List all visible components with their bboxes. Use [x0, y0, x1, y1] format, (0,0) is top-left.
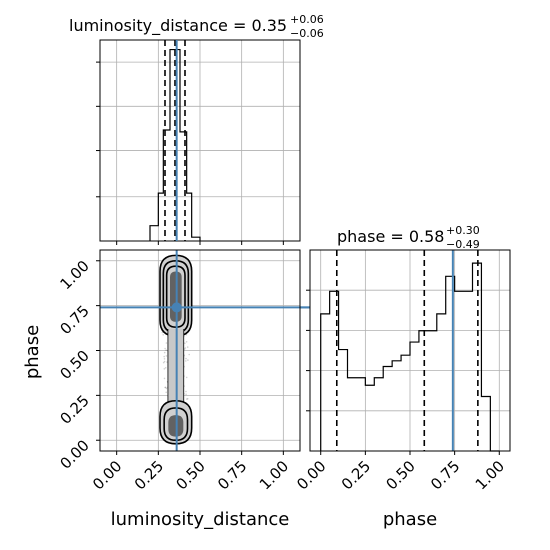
scatter-point [165, 342, 168, 344]
scatter-point [163, 377, 166, 380]
tick-labels: 0.00 0.25 0.50 0.75 1.00 0.00 0.25 0.50 0.75 1.00… [56, 257, 508, 494]
histogram-step [149, 48, 201, 241]
scatter-point [163, 360, 166, 363]
y-tick-label: 1.00 [56, 257, 92, 293]
scatter-point [162, 334, 164, 336]
x-tick-label: 0.75 [427, 457, 463, 493]
scatter-point [185, 341, 188, 343]
phase-title-lower: −0.49 [446, 238, 480, 251]
scatter-point [187, 359, 189, 361]
scatter-point [185, 393, 187, 396]
scatter-point [163, 368, 166, 370]
contour-line [163, 407, 189, 442]
phase-title-main: phase = 0.58 [337, 227, 444, 246]
x-tick-label: 1.00 [472, 457, 508, 493]
y-tick-label: 0.50 [56, 347, 92, 383]
scatter-point [165, 387, 168, 390]
contour-line [159, 399, 193, 445]
x-tick-label: 0.50 [172, 457, 208, 493]
scatter-point [186, 346, 189, 348]
x-tick-label: 0.25 [338, 457, 374, 493]
x-tick-label: 0.25 [131, 457, 167, 493]
ld-title-upper: +0.06 [290, 13, 324, 26]
scatter-point [165, 355, 168, 357]
scatter-point [162, 361, 165, 364]
phase-histogram-panel [306, 249, 511, 455]
ld-title-lower: −0.06 [290, 27, 324, 40]
scatter-point [166, 361, 168, 363]
scatter-point [188, 353, 190, 356]
scatter-point [186, 397, 189, 400]
x-axis-label-left: luminosity_distance [111, 509, 290, 530]
y-tick-label: 0.25 [56, 391, 92, 427]
x-tick-label: 0.75 [214, 457, 250, 493]
y-tick-label: 0.75 [56, 302, 92, 338]
ld-title-main: luminosity_distance = 0.35 [69, 16, 287, 36]
phase-title-upper: +0.30 [446, 224, 480, 237]
scatter-point [163, 358, 166, 360]
contour-line [165, 265, 186, 328]
x-tick-label: 1.00 [256, 457, 292, 493]
scatter-point [165, 391, 167, 394]
scatter-point [184, 342, 186, 345]
scatter-point [185, 357, 187, 360]
x-axis-label-right: phase [383, 509, 437, 530]
scatter-point [185, 390, 187, 393]
scatter-point [164, 386, 167, 389]
y-tick-label: 0.00 [56, 436, 92, 472]
contour-line [159, 254, 193, 337]
scatter-point [185, 360, 187, 362]
ld-histogram-panel [96, 39, 301, 245]
joint-density-panel [96, 249, 310, 455]
x-tick-label: 0.00 [89, 457, 125, 493]
x-tick-label: 0.50 [382, 457, 418, 493]
histogram-step [320, 262, 500, 452]
scatter-point [185, 376, 188, 379]
scatter-point [163, 355, 165, 358]
scatter-point [161, 331, 164, 334]
scatter-point [163, 351, 166, 354]
scatter-point [164, 386, 166, 389]
scatter-point [186, 398, 188, 400]
ld-title: luminosity_distance = 0.35 +0.06 −0.06 [69, 13, 324, 40]
scatter-point [164, 347, 166, 350]
y-axis-label: phase [22, 325, 43, 379]
x-tick-label: 0.00 [293, 457, 329, 493]
phase-title: phase = 0.58 +0.30 −0.49 [337, 224, 480, 251]
scatter-point [165, 349, 167, 352]
scatter-point [184, 347, 187, 349]
truth-marker [171, 302, 182, 313]
scatter-point [164, 367, 167, 369]
